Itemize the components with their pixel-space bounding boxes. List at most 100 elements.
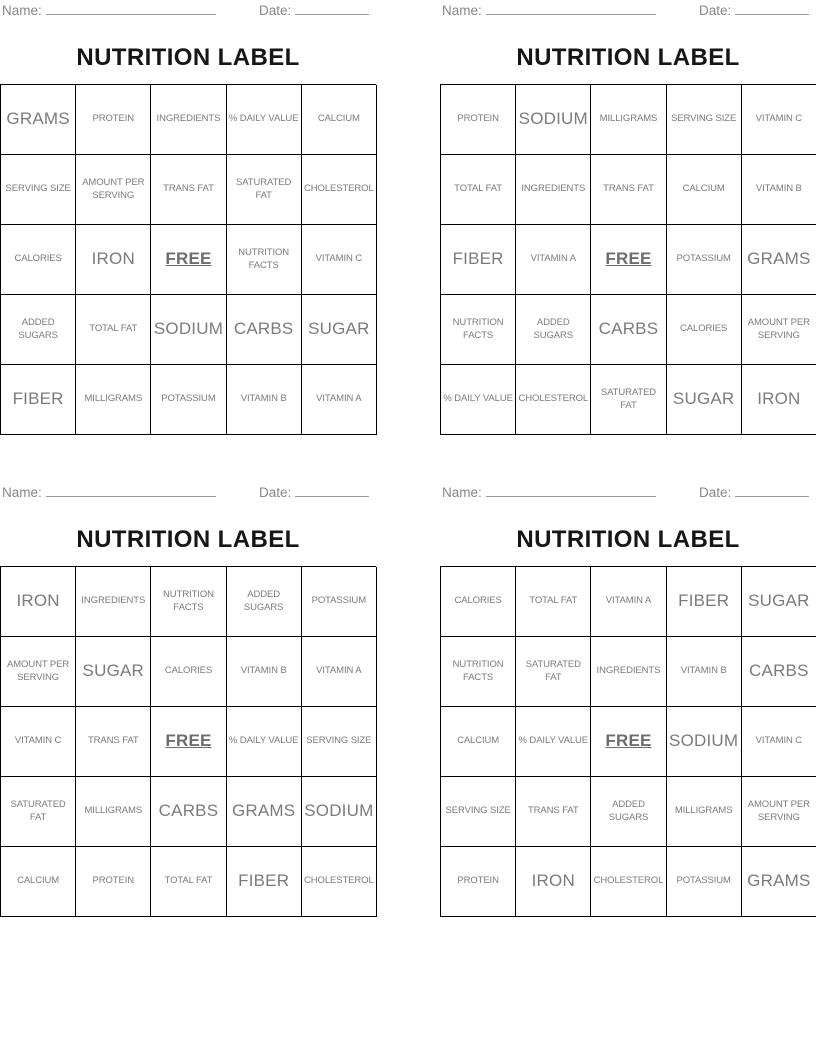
- date-label: Date:: [699, 485, 732, 500]
- date-blank-line: [295, 3, 370, 15]
- date-blank-line: [735, 3, 810, 15]
- cell-text: VITAMIN C: [14, 735, 62, 747]
- bingo-cell: ADDED SUGARS: [226, 567, 302, 637]
- bingo-cell: SODIUM: [301, 777, 377, 847]
- cell-text: IRON: [16, 591, 60, 611]
- cell-text: FIBER: [238, 871, 290, 891]
- bingo-cell: FIBER: [666, 567, 742, 637]
- bingo-cell: POTASSIUM: [666, 847, 742, 917]
- cell-text: INGREDIENTS: [81, 595, 146, 607]
- bingo-cell: VITAMIN C: [1, 707, 77, 777]
- bingo-cell: CHOLESTEROL: [591, 847, 667, 917]
- cell-text: IRON: [757, 389, 801, 409]
- bingo-cell: CHOLESTEROL: [516, 365, 592, 435]
- cell-text: FIBER: [678, 591, 730, 611]
- bingo-cell: GRAMS: [741, 847, 816, 917]
- bingo-cards-container: Name: Date: NUTRITION LABEL GRAMS PROTEIN…: [0, 3, 816, 917]
- cell-text: SERVING SIZE: [306, 735, 372, 747]
- cell-text: FIBER: [12, 389, 64, 409]
- bingo-card: Name: Date: NUTRITION LABEL CALORIES TOTA…: [440, 485, 816, 917]
- cell-text: TOTAL FAT: [529, 595, 578, 607]
- cell-text: VITAMIN C: [315, 253, 363, 265]
- bingo-cell: SUGAR: [741, 567, 816, 637]
- card-title: NUTRITION LABEL: [516, 44, 740, 71]
- bingo-grid: IRON INGREDIENTS NUTRITION FACTS ADDED SUGA…: [0, 566, 377, 917]
- date-label: Date:: [699, 3, 732, 18]
- cell-text: SUGAR: [748, 591, 810, 611]
- bingo-cell: SATURATED FAT: [226, 155, 302, 225]
- cell-text: SUGAR: [82, 661, 145, 681]
- bingo-cell: MILLIGRAMS: [666, 777, 742, 847]
- cell-text: MILLIGRAMS: [599, 113, 658, 125]
- bingo-cell: SODIUM: [666, 707, 742, 777]
- bingo-cell: NUTRITION FACTS: [441, 637, 517, 707]
- bingo-cell: CALORIES: [441, 567, 517, 637]
- cell-text: CALORIES: [454, 595, 502, 607]
- cell-text: GRAMS: [231, 801, 296, 821]
- card-meta-row: Name: Date:: [0, 3, 376, 20]
- cell-text: AMOUNT PER SERVING: [747, 316, 810, 341]
- bingo-cell: POTASSIUM: [666, 225, 742, 295]
- bingo-cell: MILLIGRAMS: [76, 777, 152, 847]
- bingo-grid: GRAMS PROTEIN INGREDIENTS % DAILY VALUE CALC…: [0, 84, 377, 435]
- cell-text: IRON: [531, 871, 575, 891]
- name-field: Name:: [442, 3, 656, 19]
- bingo-cell: GRAMS: [226, 777, 302, 847]
- bingo-cell: CALCIUM: [1, 847, 77, 917]
- cell-text: % DAILY VALUE: [228, 113, 299, 125]
- bingo-cell: INGREDIENTS: [151, 85, 227, 155]
- bingo-cell: CHOLESTEROL: [301, 155, 377, 225]
- cell-text: VITAMIN B: [680, 665, 727, 677]
- bingo-cell: CARBS: [591, 295, 667, 365]
- bingo-cell: TRANS FAT: [151, 155, 227, 225]
- bingo-cell: TRANS FAT: [591, 155, 667, 225]
- card-title: NUTRITION LABEL: [76, 526, 300, 553]
- bingo-cell: FIBER: [441, 225, 517, 295]
- bingo-cell: CALCIUM: [441, 707, 517, 777]
- cell-text: SATURATED FAT: [600, 386, 657, 411]
- cell-text: SERVING SIZE: [5, 183, 71, 195]
- bingo-cell: PROTEIN: [441, 847, 517, 917]
- cell-text: TRANS FAT: [603, 183, 654, 195]
- bingo-cell: % DAILY VALUE: [441, 365, 517, 435]
- cell-text: CHOLESTEROL: [304, 875, 374, 887]
- bingo-cell: VITAMIN B: [226, 365, 302, 435]
- name-field: Name:: [442, 485, 656, 501]
- bingo-cell: VITAMIN A: [591, 567, 667, 637]
- bingo-cell: VITAMIN A: [301, 365, 377, 435]
- bingo-cell: MILLIGRAMS: [591, 85, 667, 155]
- bingo-cell: FIBER: [226, 847, 302, 917]
- bingo-cell: INGREDIENTS: [516, 155, 592, 225]
- name-label: Name:: [2, 485, 42, 500]
- cell-text: CALCIUM: [682, 183, 725, 195]
- cell-text: CALCIUM: [317, 113, 360, 125]
- name-blank-line: [485, 485, 656, 497]
- bingo-cell: ADDED SUGARS: [591, 777, 667, 847]
- cell-text: SODIUM: [304, 801, 374, 821]
- cell-text: GRAMS: [747, 871, 811, 891]
- bingo-cell: NUTRITION FACTS: [151, 567, 227, 637]
- free-cell: FREE: [151, 225, 227, 295]
- bingo-cell: TOTAL FAT: [76, 295, 152, 365]
- cell-text: SATURATED FAT: [10, 798, 66, 823]
- bingo-cell: SERVING SIZE: [441, 777, 517, 847]
- bingo-cell: SATURATED FAT: [1, 777, 77, 847]
- cell-text: MILLIGRAMS: [84, 393, 143, 405]
- date-blank-line: [735, 485, 810, 497]
- card-meta-row: Name: Date:: [440, 485, 816, 502]
- name-blank-line: [485, 3, 656, 15]
- bingo-cell: NUTRITION FACTS: [441, 295, 517, 365]
- cell-text: INGREDIENTS: [156, 113, 221, 125]
- bingo-cell: TOTAL FAT: [516, 567, 592, 637]
- name-label: Name:: [442, 485, 482, 500]
- cell-text: CALORIES: [14, 253, 62, 265]
- cell-text: CHOLESTEROL: [593, 875, 664, 887]
- date-field: Date:: [259, 3, 370, 19]
- bingo-cell: SODIUM: [516, 85, 592, 155]
- bingo-cell: VITAMIN A: [301, 637, 377, 707]
- free-cell: FREE: [151, 707, 227, 777]
- cell-text: VITAMIN B: [240, 393, 287, 405]
- bingo-cell: TOTAL FAT: [151, 847, 227, 917]
- cell-text: SERVING SIZE: [671, 113, 737, 125]
